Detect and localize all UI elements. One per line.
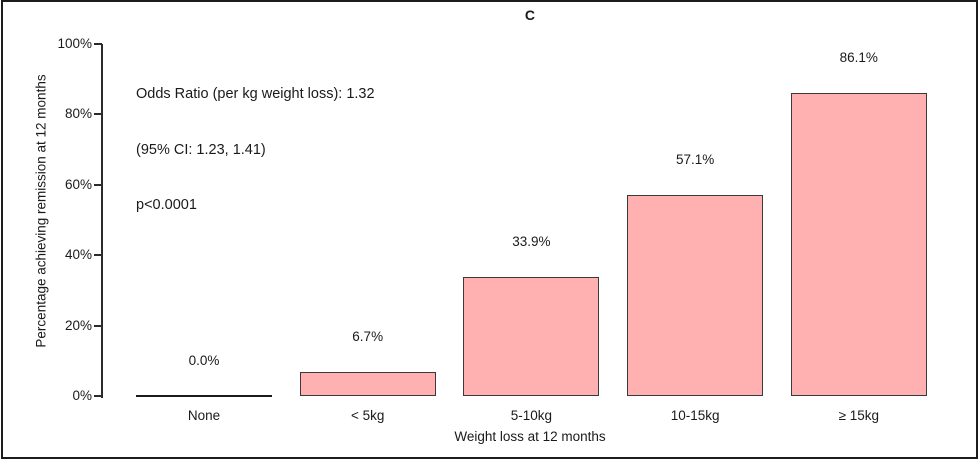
- stats-annotation: Odds Ratio (per kg weight loss): 1.32 (9…: [136, 48, 375, 252]
- y-tick-mark: [94, 113, 102, 116]
- y-tick-label: 100%: [57, 36, 92, 51]
- y-tick-label: 0%: [72, 388, 92, 403]
- x-category-label: ≥ 15kg: [838, 408, 880, 423]
- bar: [463, 276, 600, 396]
- panel-label: C: [524, 7, 536, 23]
- bar-none: [136, 395, 272, 397]
- x-category-label: None: [187, 408, 221, 423]
- annotation-line-pvalue: p<0.0001: [136, 197, 197, 213]
- y-tick-label: 20%: [64, 317, 92, 333]
- y-tick-label: 40%: [64, 247, 92, 263]
- y-axis-line: [101, 44, 103, 398]
- bar: [299, 372, 436, 396]
- bar-value-label: 33.9%: [512, 233, 551, 249]
- bar-value-label: 57.1%: [675, 152, 715, 167]
- bar-value-label: 6.7%: [352, 329, 384, 345]
- y-tick-mark: [94, 254, 102, 257]
- bar: [790, 92, 927, 396]
- y-tick-label: 60%: [64, 176, 92, 192]
- annotation-line-odds-ratio: Odds Ratio (per kg weight loss): 1.32: [136, 86, 375, 102]
- y-tick-label: 80%: [64, 106, 92, 122]
- y-tick-mark: [94, 395, 102, 397]
- x-category-label: 10-15kg: [670, 408, 720, 423]
- annotation-line-ci: (95% CI: 1.23, 1.41): [136, 141, 266, 158]
- x-category-label: < 5kg: [350, 408, 385, 423]
- bar-value-label: 86.1%: [839, 49, 878, 65]
- x-category-label: 5-10kg: [510, 408, 553, 423]
- bar: [627, 195, 764, 396]
- y-tick-mark: [94, 324, 102, 327]
- x-axis-title: Weight loss at 12 months: [454, 429, 606, 444]
- y-tick-mark: [94, 183, 102, 186]
- y-tick-mark: [94, 43, 102, 45]
- bar-value-label: 0.0%: [188, 353, 220, 368]
- figure-frame: [1, 0, 978, 459]
